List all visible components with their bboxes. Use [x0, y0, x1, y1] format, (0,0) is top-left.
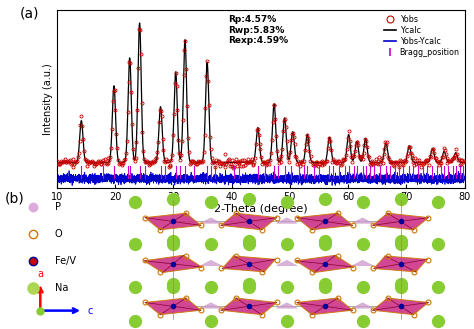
Text: c: c — [88, 306, 93, 316]
Text: Na: Na — [55, 283, 68, 293]
Polygon shape — [276, 218, 297, 223]
Polygon shape — [276, 303, 297, 308]
Polygon shape — [221, 213, 277, 230]
Legend: Yobs, Ycalc, Yobs-Ycalc, Bragg_position: Yobs, Ycalc, Yobs-Ycalc, Bragg_position — [383, 14, 461, 58]
Polygon shape — [201, 260, 221, 266]
Text: Rp:4.57%
Rwp:5.83%
Rexp:4.59%: Rp:4.57% Rwp:5.83% Rexp:4.59% — [228, 15, 288, 45]
Polygon shape — [276, 260, 297, 266]
Polygon shape — [201, 218, 221, 223]
Y-axis label: Intensity (a.u.): Intensity (a.u.) — [43, 63, 53, 135]
Polygon shape — [352, 218, 373, 223]
Polygon shape — [201, 303, 221, 308]
Text: O: O — [55, 229, 62, 239]
Polygon shape — [144, 255, 202, 272]
Polygon shape — [352, 260, 373, 266]
Polygon shape — [374, 256, 427, 272]
Polygon shape — [221, 298, 277, 315]
Polygon shape — [222, 256, 275, 272]
Text: Fe/V: Fe/V — [55, 256, 75, 266]
Polygon shape — [373, 298, 428, 315]
Polygon shape — [373, 213, 428, 230]
Polygon shape — [297, 213, 353, 230]
Text: a: a — [37, 269, 43, 280]
Polygon shape — [297, 298, 353, 315]
Polygon shape — [145, 213, 201, 230]
Polygon shape — [145, 298, 201, 315]
Text: (a): (a) — [20, 6, 40, 20]
Text: P: P — [55, 202, 61, 212]
Polygon shape — [296, 255, 354, 272]
X-axis label: 2-Theta (degree): 2-Theta (degree) — [214, 204, 308, 214]
Polygon shape — [352, 303, 373, 308]
Text: (b): (b) — [5, 192, 25, 206]
